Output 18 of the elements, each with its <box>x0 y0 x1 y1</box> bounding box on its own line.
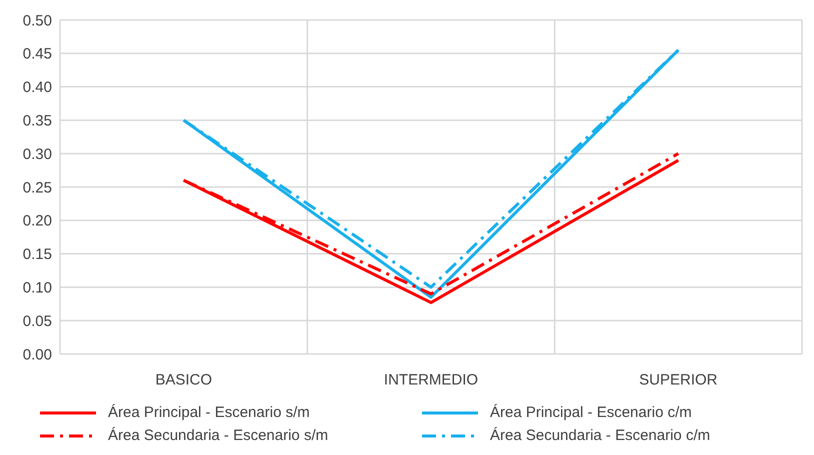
y-tick-label: 0.35 <box>22 112 52 130</box>
x-tick-label: INTERMEDIO <box>384 372 478 389</box>
y-tick-label: 0.20 <box>22 212 52 230</box>
y-tick-label: 0.30 <box>22 146 52 163</box>
y-tick-label: 0.45 <box>22 46 52 63</box>
y-tick-label: 0.00 <box>22 346 52 364</box>
legend-label: Área Secundaria - Escenario s/m <box>108 427 328 444</box>
x-tick-label: BASICO <box>155 372 212 389</box>
y-tick-label: 0.40 <box>22 79 52 96</box>
y-tick-label: 0.10 <box>22 280 52 297</box>
y-tick-label: 0.25 <box>22 179 52 196</box>
y-tick-label: 0.50 <box>22 12 52 30</box>
legend-label: Área Principal - Escenario s/m <box>108 404 310 421</box>
y-tick-label: 0.15 <box>22 246 52 264</box>
y-tick-label: 0.05 <box>22 312 52 330</box>
legend-label: Área Secundaria - Escenario c/m <box>490 427 710 444</box>
legend-label: Área Principal - Escenario c/m <box>490 404 692 421</box>
x-tick-label: SUPERIOR <box>639 372 718 389</box>
